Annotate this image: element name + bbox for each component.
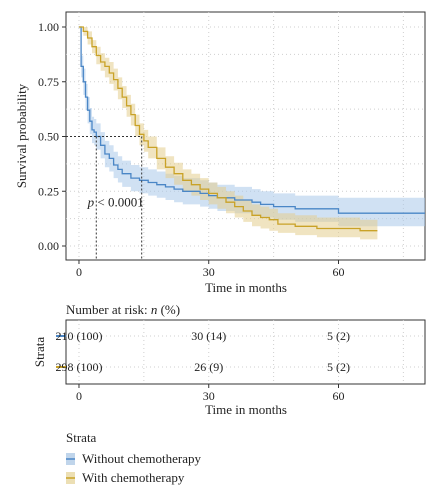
x-tick-label: 60 <box>332 265 344 279</box>
median-lines <box>66 136 143 260</box>
risk-title-part-2: n <box>151 302 158 317</box>
risk-cell: 210 (100) <box>55 329 102 343</box>
survival-curve-2 <box>79 26 378 232</box>
p-value-text: < 0.0001 <box>94 195 144 210</box>
risk-x-tick-labels: 0 30 60 <box>76 384 344 403</box>
risk-cell: 30 (14) <box>191 329 226 343</box>
y-tick-label: 0.50 <box>38 130 59 144</box>
legend-item-label: Without chemotherapy <box>82 451 201 466</box>
x-tick-label: 30 <box>203 265 215 279</box>
risk-cell: 5 (2) <box>327 360 350 374</box>
risk-title-part-1: Number at risk: <box>66 302 151 317</box>
legend-title: Strata <box>66 430 97 445</box>
risk-table: Number at risk: n (%) 210 (100) 30 (14) 5 … <box>32 302 426 417</box>
survival-curves <box>79 26 425 232</box>
y-tick-label: 0.00 <box>38 239 59 253</box>
x-tick-label: 0 <box>76 265 82 279</box>
confidence-band-2 <box>79 27 378 240</box>
risk-cell: 26 (9) <box>194 360 223 374</box>
p-value-prefix: p <box>87 195 95 210</box>
legend: Strata Without chemotherapy With chemothe… <box>66 430 201 485</box>
y-tick-label: 0.75 <box>38 75 59 89</box>
survival-plot: 0.00 0.25 0.50 0.75 1.00 0 30 60 p < 0.0001 Ti… <box>14 11 426 295</box>
risk-x-axis-title: Time in months <box>205 402 287 417</box>
risk-table-frame <box>65 319 426 385</box>
risk-x-tick-label: 0 <box>76 389 82 403</box>
y-axis-title: Survival probability <box>14 83 29 188</box>
risk-x-tick-label: 30 <box>203 389 215 403</box>
risk-y-axis-title: Strata <box>32 337 47 368</box>
y-tick-label: 0.25 <box>38 184 59 198</box>
legend-items: Without chemotherapy With chemotherapy <box>66 451 201 485</box>
risk-rows: 210 (100) 30 (14) 5 (2) 298 (100) 26 (9) 5 (2… <box>55 329 425 374</box>
x-axis-title: Time in months <box>205 280 287 295</box>
legend-item-label: With chemotherapy <box>82 470 185 485</box>
risk-title-part-3: (%) <box>157 302 180 317</box>
risk-grid <box>78 320 404 384</box>
x-tick-labels: 0 30 60 <box>76 260 344 279</box>
p-value-annotation: p < 0.0001 <box>87 195 144 210</box>
risk-table-title: Number at risk: n (%) <box>66 302 180 317</box>
risk-cell: 298 (100) <box>55 360 102 374</box>
y-tick-labels: 0.00 0.25 0.50 0.75 1.00 <box>38 20 66 253</box>
y-tick-label: 1.00 <box>38 20 59 34</box>
confidence-bands <box>79 27 425 240</box>
risk-cell: 5 (2) <box>327 329 350 343</box>
survival-curve-1 <box>79 26 425 214</box>
risk-x-tick-label: 60 <box>332 389 344 403</box>
